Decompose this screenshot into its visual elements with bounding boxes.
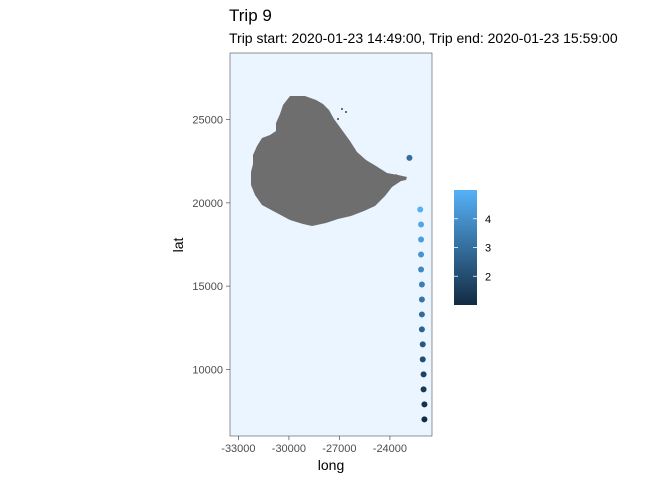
island-landmass — [251, 96, 407, 226]
chart-title: Trip 9 — [229, 6, 272, 25]
data-points — [406, 154, 428, 423]
data-point — [418, 221, 425, 228]
data-point — [419, 341, 426, 348]
x-tick-label: -27000 — [322, 443, 356, 455]
x-tick-label: -33000 — [221, 443, 255, 455]
y-tick-label: 15000 — [192, 281, 223, 293]
chart-subtitle: Trip start: 2020-01-23 14:49:00, Trip en… — [229, 30, 618, 46]
islet — [337, 118, 339, 120]
islet — [393, 174, 399, 180]
x-tick-label: -30000 — [272, 443, 306, 455]
y-tick-label: 10000 — [192, 364, 223, 376]
data-point — [421, 416, 428, 423]
data-point — [417, 206, 424, 213]
y-tick-label: 20000 — [192, 198, 223, 210]
plot-panel — [229, 52, 433, 437]
land-layer — [251, 96, 407, 226]
data-point — [418, 281, 425, 288]
x-axis: -33000 -30000 -27000 -24000 — [221, 436, 407, 455]
data-point — [419, 356, 426, 363]
data-point — [418, 251, 425, 258]
x-tick-label: -24000 — [373, 443, 407, 455]
data-point — [420, 371, 427, 378]
data-point — [421, 401, 428, 408]
data-point — [418, 311, 425, 318]
data-point — [406, 154, 413, 161]
x-axis-title: long — [318, 457, 344, 473]
legend-colorbar — [454, 190, 477, 305]
data-point — [418, 326, 425, 333]
y-tick-label: 25000 — [192, 115, 223, 127]
islet — [345, 111, 347, 113]
color-legend: 2 3 4 — [454, 190, 491, 305]
data-point — [418, 266, 425, 273]
y-axis: 10000 15000 20000 25000 — [192, 115, 230, 376]
islet — [341, 108, 343, 110]
legend-tick-label: 2 — [485, 271, 491, 283]
data-point — [420, 386, 427, 393]
legend-tick-label: 3 — [485, 243, 491, 255]
y-axis-title: lat — [170, 238, 186, 253]
legend-tick-label: 4 — [485, 214, 491, 226]
data-point — [418, 296, 425, 303]
data-point — [418, 236, 425, 243]
